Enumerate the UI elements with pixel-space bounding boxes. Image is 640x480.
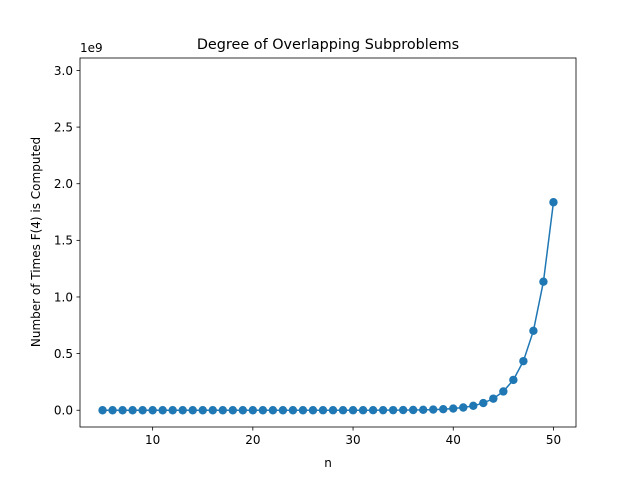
data-point-marker bbox=[378, 405, 388, 415]
data-point-marker bbox=[278, 406, 288, 415]
data-point-marker bbox=[208, 406, 217, 415]
data-point-marker bbox=[449, 404, 458, 413]
data-point-marker bbox=[398, 405, 408, 415]
data-point-marker bbox=[98, 406, 107, 415]
data-point-marker bbox=[479, 398, 488, 408]
x-tick-label: 50 bbox=[546, 433, 561, 447]
data-point-marker bbox=[108, 406, 117, 415]
x-tick-label: 20 bbox=[245, 433, 260, 447]
y-offset-label: 1e9 bbox=[80, 41, 103, 55]
data-point-marker bbox=[248, 406, 258, 415]
x-tick-label: 30 bbox=[345, 433, 360, 447]
data-point-marker bbox=[549, 198, 558, 207]
y-axis-label: Number of Times F(4) is Computed bbox=[29, 137, 43, 347]
data-point-marker bbox=[529, 326, 538, 335]
data-point-marker bbox=[348, 406, 358, 415]
data-point-marker bbox=[509, 375, 518, 385]
chart-title: Degree of Overlapping Subproblems bbox=[197, 37, 459, 53]
data-point-marker bbox=[388, 405, 398, 415]
data-point-marker bbox=[138, 406, 147, 415]
data-point-marker bbox=[439, 404, 448, 414]
data-point-marker bbox=[198, 406, 207, 415]
x-axis-label: n bbox=[324, 456, 332, 470]
data-point-marker bbox=[218, 406, 227, 415]
data-point-marker bbox=[178, 406, 187, 415]
x-tick-label: 10 bbox=[145, 433, 160, 447]
data-point-marker bbox=[308, 406, 318, 415]
plot-area-frame bbox=[79, 57, 577, 428]
data-point-marker bbox=[128, 406, 137, 415]
data-point-marker bbox=[418, 405, 428, 415]
y-tick-label: 2.0 bbox=[54, 177, 73, 191]
y-tick-label: 1.0 bbox=[54, 290, 73, 304]
x-tick-label: 40 bbox=[446, 433, 461, 447]
y-tick-label: 0.5 bbox=[54, 347, 73, 361]
data-point-marker bbox=[188, 406, 197, 415]
data-point-marker bbox=[489, 394, 498, 403]
data-point-marker bbox=[328, 406, 338, 415]
data-point-marker bbox=[408, 405, 418, 415]
data-point-marker bbox=[158, 406, 167, 415]
data-point-marker bbox=[118, 406, 127, 415]
y-tick-label: 0.0 bbox=[54, 404, 73, 418]
data-point-marker bbox=[429, 405, 438, 414]
data-point-marker bbox=[238, 406, 248, 415]
data-point-marker bbox=[368, 406, 378, 415]
data-point-marker bbox=[459, 403, 468, 412]
data-point-marker bbox=[358, 406, 368, 415]
ticks-layer: 10 20 30 40 50 0.0 0.5 1.0 1.5 2.0 2.5 3.0 bbox=[54, 64, 561, 447]
data-point-marker bbox=[288, 406, 298, 415]
data-layer bbox=[98, 198, 558, 415]
data-point-marker bbox=[268, 406, 278, 415]
data-point-marker bbox=[318, 406, 328, 415]
data-point-marker bbox=[338, 406, 348, 415]
series-line bbox=[102, 202, 555, 411]
data-point-marker bbox=[539, 277, 548, 286]
y-tick-label: 1.5 bbox=[54, 234, 73, 248]
data-point-marker bbox=[168, 406, 177, 415]
data-point-marker bbox=[148, 406, 157, 415]
y-tick-label: 3.0 bbox=[54, 64, 73, 78]
y-tick-label: 2.5 bbox=[54, 120, 73, 134]
data-point-marker bbox=[499, 387, 508, 396]
data-point-marker bbox=[258, 406, 268, 415]
data-point-marker bbox=[298, 406, 308, 415]
data-point-marker bbox=[228, 406, 238, 415]
data-point-marker bbox=[469, 401, 478, 411]
data-point-marker bbox=[519, 356, 528, 366]
